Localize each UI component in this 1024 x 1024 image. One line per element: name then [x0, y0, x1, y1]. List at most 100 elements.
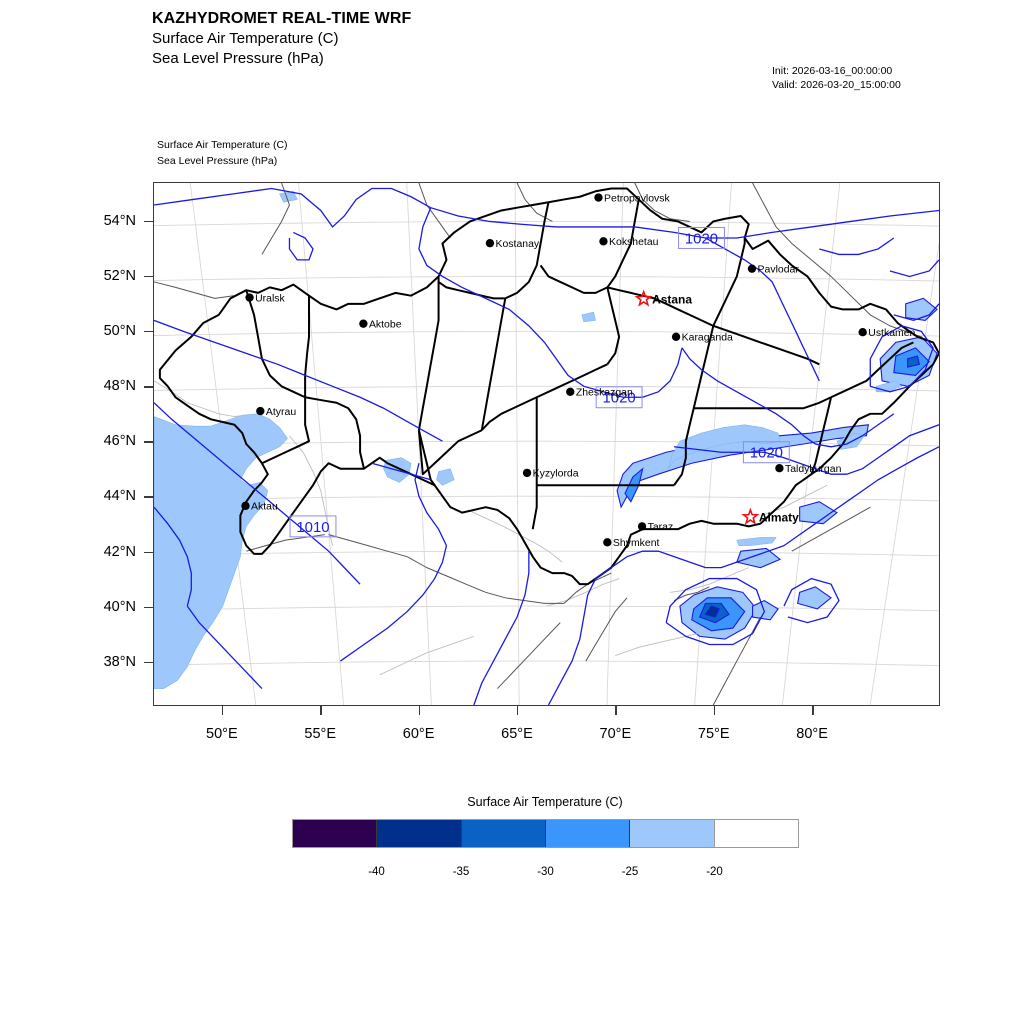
isobar-layer: [154, 187, 939, 705]
city-dot-icon: [522, 468, 532, 478]
colorbar-segment: [460, 820, 545, 847]
model-run-info: Init: 2026-03-16_00:00:00 Valid: 2026-03…: [772, 64, 901, 93]
city-dot-icon: [671, 332, 681, 341]
panel-caption: Surface Air Temperature (C) Sea Level Pr…: [157, 138, 288, 170]
city-label: Uralsk: [255, 293, 285, 304]
city-marker: Astana: [634, 289, 692, 307]
y-axis-tick-label: 54°N: [103, 212, 136, 229]
x-axis-tick-label: 65°E: [501, 726, 533, 742]
city-dot-icon: [241, 501, 250, 511]
x-axis-tick-mark: [516, 706, 519, 715]
colorbar-tick-label: -40: [368, 866, 385, 878]
isobar-label: 1010: [296, 519, 329, 536]
country-border-layer: [158, 187, 939, 586]
colorbar-segment: [713, 820, 798, 847]
y-axis-tick-label: 38°N: [103, 653, 136, 670]
city-marker: Uralsk: [245, 293, 286, 304]
colorbar[interactable]: [292, 819, 799, 848]
city-marker: Karaganda: [671, 332, 733, 344]
city-marker: Kyzylorda: [522, 468, 579, 480]
city-label: Kostanay: [496, 239, 540, 250]
city-label: Karaganda: [682, 333, 733, 344]
y-axis-tick-label: 50°N: [103, 322, 136, 339]
city-label: Pavlodar: [758, 264, 800, 275]
y-axis-tick-label: 42°N: [103, 543, 136, 560]
city-marker: Kostanay: [485, 238, 540, 250]
x-axis-tick-label: 70°E: [599, 726, 632, 742]
city-dot-icon: [359, 319, 368, 328]
y-axis-tick-mark: [144, 606, 153, 609]
colorbar-segment: [544, 820, 630, 847]
x-axis-tick-label: 60°E: [402, 726, 435, 742]
city-label: Kokshetau: [609, 237, 659, 248]
colorbar-title: Surface Air Temperature (C): [467, 795, 623, 809]
x-axis-tick-mark: [713, 706, 716, 715]
y-axis-tick-mark: [144, 386, 153, 388]
city-layer: Petropavlovsk Kostanay Kokshetau Pavlodar Ur…: [241, 193, 916, 549]
colorbar-segment: [293, 820, 377, 847]
city-dot-icon: [485, 238, 495, 248]
y-axis-tick-label: 48°N: [103, 378, 136, 395]
city-dot-icon: [637, 522, 647, 531]
x-axis-tick-mark: [812, 706, 814, 715]
city-marker: Taraz: [637, 522, 674, 533]
y-axis-tick-mark: [144, 275, 153, 278]
city-dot-icon: [256, 406, 265, 416]
panel-caption-pressure: Sea Level Pressure (hPa): [157, 154, 278, 167]
colorbar-tick-label: -30: [537, 866, 554, 878]
city-label: Zheskazgan: [576, 388, 633, 399]
isobar-label-box: [742, 441, 790, 464]
colorbar-tick-label: -20: [706, 866, 723, 878]
init-time-label: Init: 2026-03-16_00:00:00: [772, 65, 893, 77]
weather-map[interactable]: 1020 1020 1020 1010 Petropavlovsk Kostanay Ko…: [153, 182, 940, 706]
x-axis-tick-mark: [418, 706, 421, 715]
city-label: Atyrau: [266, 407, 296, 418]
app-title: KAZHYDROMET REAL-TIME WRF: [152, 10, 412, 27]
isobar-label-layer: 1020 1020 1020 1010: [289, 227, 790, 538]
isobar-label-box: [595, 386, 643, 409]
colorbar-segment: [629, 820, 714, 847]
city-label: Aktau: [251, 502, 278, 513]
isobar-label: 1020: [602, 390, 635, 407]
kazakhstan-border: [158, 187, 939, 586]
capital-star-icon: [634, 289, 653, 307]
region-border-layer: [154, 183, 922, 705]
colorbar-segment: [376, 820, 461, 847]
city-marker: Aktau: [241, 502, 278, 513]
y-axis-tick-label: 46°N: [103, 433, 136, 450]
colorbar-tick-label: -35: [452, 866, 470, 878]
isobar-label: 1020: [685, 230, 718, 247]
city-marker: Almaty: [741, 507, 799, 525]
y-axis-tick-mark: [144, 551, 153, 554]
x-axis-tick-label: 50°E: [206, 726, 238, 742]
y-axis-tick-mark: [144, 220, 153, 223]
city-marker: Kokshetau: [599, 237, 659, 248]
y-axis-tick-label: 40°N: [103, 598, 136, 615]
city-label: Kyzylorda: [533, 469, 579, 480]
x-axis-tick-label: 80°E: [796, 726, 828, 742]
city-marker: Pavlodar: [747, 264, 800, 275]
x-axis-tick-mark: [320, 706, 322, 715]
x-axis-tick-mark: [221, 706, 224, 715]
city-marker: Taldykurgan: [775, 464, 842, 475]
x-axis-tick-label: 55°E: [304, 726, 337, 742]
city-dot-icon: [245, 293, 254, 302]
city-dot-icon: [747, 264, 757, 273]
isobar-label-box: [289, 515, 337, 538]
city-marker: Aktobe: [359, 319, 402, 330]
isobar-label: 1020: [750, 445, 783, 462]
isobar-label-box: [678, 227, 725, 249]
x-axis-tick-label: 75°E: [697, 726, 730, 742]
valid-time-label: Valid: 2026-03-20_15:00:00: [772, 79, 901, 92]
city-marker: Ustkamen: [858, 328, 916, 339]
city-dot-icon: [566, 387, 575, 396]
map-canvas: 1020 1020 1020 1010 Petropavlovsk Kostanay Ko…: [154, 183, 939, 705]
y-axis-tick-mark: [144, 661, 153, 664]
city-marker: Zheskazgan: [566, 388, 633, 399]
city-label: Taraz: [648, 522, 674, 533]
city-label: Astana: [652, 292, 692, 306]
city-marker: Shymkent: [603, 538, 660, 549]
city-label: Almaty: [759, 511, 799, 525]
y-axis-tick-mark: [144, 441, 153, 443]
panel-caption-temperature: Surface Air Temperature (C): [157, 139, 288, 151]
